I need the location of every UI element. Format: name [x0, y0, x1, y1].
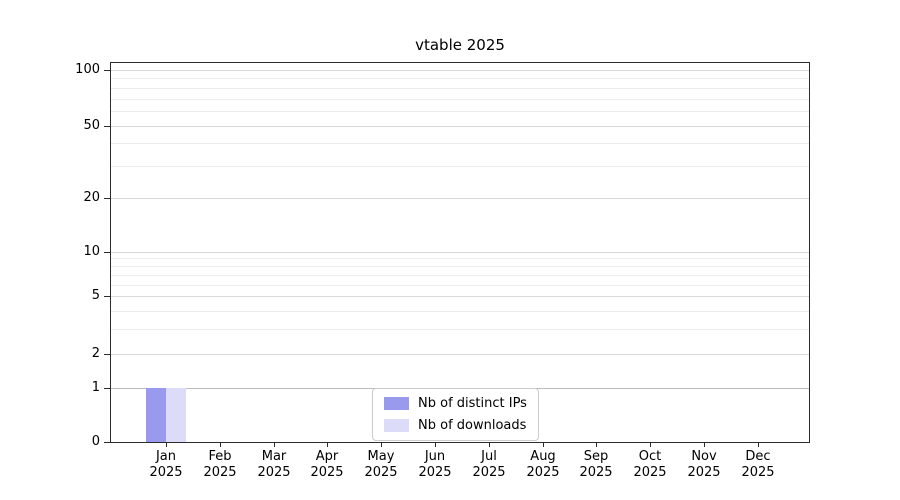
y-tick-label: 50 — [83, 118, 100, 133]
minor-gridline — [111, 311, 809, 312]
major-gridline — [111, 252, 809, 253]
major-gridline — [111, 126, 809, 127]
minor-gridline — [111, 111, 809, 112]
legend: Nb of distinct IPs Nb of downloads — [372, 388, 539, 441]
bar-distinct-ips — [146, 388, 166, 442]
bar-downloads — [166, 388, 186, 442]
minor-gridline — [111, 329, 809, 330]
x-tick-mark — [274, 443, 275, 447]
x-tick-label: Mar 2025 — [257, 449, 291, 480]
y-tick-mark — [104, 442, 110, 443]
x-tick-mark — [381, 443, 382, 447]
y-tick-label: 10 — [83, 244, 100, 259]
legend-label-downloads: Nb of downloads — [418, 418, 527, 433]
legend-item-downloads: Nb of downloads — [384, 418, 527, 433]
minor-gridline — [111, 78, 809, 79]
y-tick-mark — [104, 70, 110, 71]
chart-title: vtable 2025 — [415, 36, 505, 54]
minor-gridline — [111, 99, 809, 100]
x-tick-label: Aug 2025 — [526, 449, 560, 480]
legend-swatch-downloads — [384, 419, 409, 432]
minor-gridline — [111, 285, 809, 286]
minor-gridline — [111, 88, 809, 89]
minor-gridline — [111, 266, 809, 267]
legend-item-distinct-ips: Nb of distinct IPs — [384, 396, 527, 411]
y-tick-label: 20 — [83, 190, 100, 205]
x-tick-mark — [327, 443, 328, 447]
legend-label-distinct-ips: Nb of distinct IPs — [418, 396, 527, 411]
y-tick-mark — [104, 296, 110, 297]
y-tick-mark — [104, 198, 110, 199]
major-gridline — [111, 198, 809, 199]
x-tick-mark — [220, 443, 221, 447]
major-gridline — [111, 354, 809, 355]
x-tick-mark — [704, 443, 705, 447]
minor-gridline — [111, 275, 809, 276]
x-tick-label: Jan 2025 — [149, 449, 183, 480]
major-gridline — [111, 296, 809, 297]
x-tick-label: Nov 2025 — [687, 449, 721, 480]
minor-gridline — [111, 143, 809, 144]
major-gridline — [111, 70, 809, 71]
x-tick-mark — [543, 443, 544, 447]
x-tick-label: Feb 2025 — [203, 449, 237, 480]
x-tick-label: Jun 2025 — [418, 449, 452, 480]
x-tick-mark — [758, 443, 759, 447]
x-tick-label: May 2025 — [364, 449, 398, 480]
x-tick-label: Sep 2025 — [579, 449, 613, 480]
y-tick-label: 2 — [91, 346, 100, 361]
minor-gridline — [111, 166, 809, 167]
legend-swatch-distinct-ips — [384, 397, 409, 410]
minor-gridline — [111, 258, 809, 259]
y-tick-label: 1 — [91, 380, 100, 395]
x-tick-label: Apr 2025 — [310, 449, 344, 480]
y-tick-mark — [104, 126, 110, 127]
y-tick-mark — [104, 354, 110, 355]
x-tick-label: Dec 2025 — [741, 449, 775, 480]
x-tick-mark — [435, 443, 436, 447]
x-tick-label: Oct 2025 — [633, 449, 667, 480]
x-tick-mark — [166, 443, 167, 447]
x-tick-mark — [650, 443, 651, 447]
y-tick-mark — [104, 252, 110, 253]
y-tick-label: 5 — [91, 288, 100, 303]
x-tick-mark — [489, 443, 490, 447]
y-tick-label: 0 — [91, 434, 100, 449]
x-tick-label: Jul 2025 — [472, 449, 506, 480]
y-tick-label: 100 — [75, 62, 100, 77]
y-tick-mark — [104, 388, 110, 389]
x-tick-mark — [596, 443, 597, 447]
